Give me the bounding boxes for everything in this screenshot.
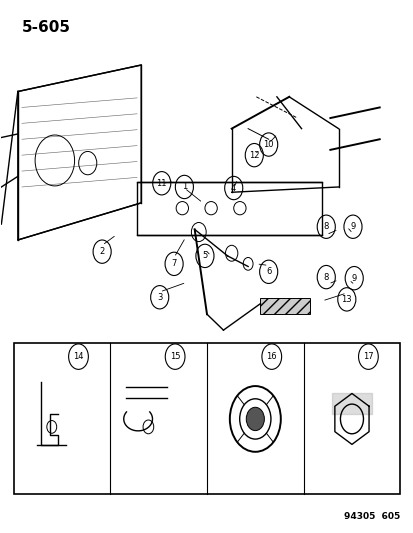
Text: 9: 9 — [351, 273, 356, 282]
Text: 17: 17 — [362, 352, 373, 361]
Text: 16: 16 — [266, 352, 276, 361]
Text: 8: 8 — [323, 272, 328, 281]
Text: 4: 4 — [230, 183, 236, 192]
Text: 5-605: 5-605 — [22, 20, 71, 35]
Text: 8: 8 — [323, 222, 328, 231]
Text: 10: 10 — [263, 140, 273, 149]
Text: 11: 11 — [156, 179, 166, 188]
Text: 7: 7 — [171, 260, 176, 268]
Text: 3: 3 — [157, 293, 162, 302]
Text: 15: 15 — [169, 352, 180, 361]
Text: 94305  605: 94305 605 — [343, 512, 399, 521]
Text: 5: 5 — [202, 252, 207, 261]
Circle shape — [246, 407, 264, 431]
Polygon shape — [260, 298, 309, 314]
Text: 1: 1 — [181, 182, 187, 191]
Text: 2: 2 — [99, 247, 104, 256]
Text: 13: 13 — [341, 295, 351, 304]
Text: 9: 9 — [349, 222, 355, 231]
Text: 14: 14 — [73, 352, 83, 361]
Text: 12: 12 — [249, 151, 259, 160]
Text: 6: 6 — [266, 268, 271, 276]
